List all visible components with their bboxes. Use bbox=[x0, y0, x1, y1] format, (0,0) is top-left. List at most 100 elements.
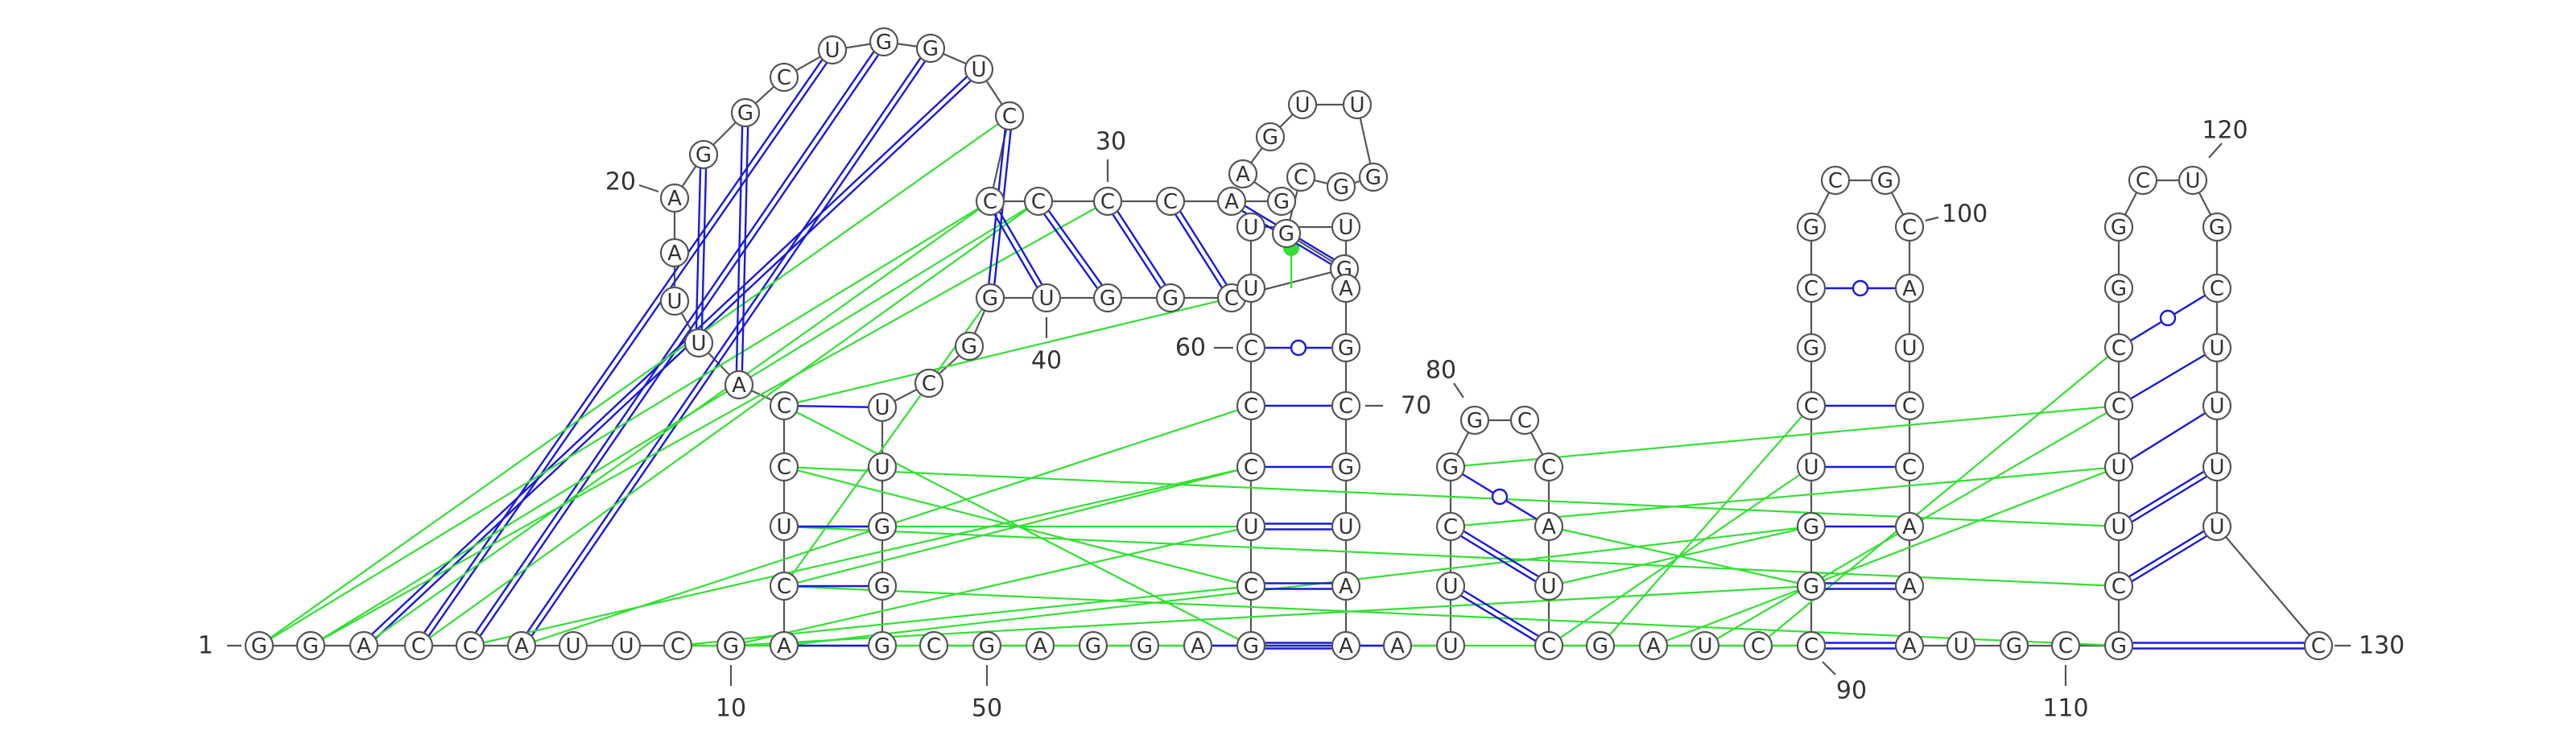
nucleotide-letter: C bbox=[1517, 409, 1532, 433]
base-pair-114-130 bbox=[2119, 642, 2318, 650]
nucleotide-21: G bbox=[688, 139, 719, 170]
nucleotide-circle bbox=[1999, 630, 2029, 661]
nucleotide-129: U bbox=[2202, 511, 2232, 542]
nucleotide-letter: G bbox=[1877, 169, 1893, 193]
nucleotide-circle bbox=[506, 630, 537, 661]
nucleotide-circle bbox=[1894, 212, 1925, 242]
nucleotide-40: G bbox=[1326, 171, 1356, 202]
nucleotide-67: C bbox=[1236, 332, 1266, 363]
nucleotide-circle bbox=[683, 328, 714, 358]
nucleotide-62: G bbox=[1236, 630, 1266, 661]
position-number: 80 bbox=[1426, 357, 1456, 385]
nucleotide-circle bbox=[1236, 511, 1266, 542]
pair-line bbox=[741, 113, 749, 386]
nucleotide-circle bbox=[1509, 405, 1540, 436]
nucleotide-90: A bbox=[1638, 630, 1669, 661]
pair-line bbox=[1039, 199, 1111, 297]
nucleotide-letter: C bbox=[777, 575, 791, 599]
nucleotide-letter: G bbox=[874, 634, 890, 659]
nucleotide-54: G bbox=[867, 571, 898, 601]
position-number: 30 bbox=[1096, 128, 1126, 156]
nucleotide-letter: U bbox=[824, 39, 840, 63]
nucleotide-circle bbox=[769, 511, 799, 542]
nucleotide-letter: U bbox=[618, 634, 634, 659]
nucleotide-1: G bbox=[244, 630, 275, 661]
nucleotide-53: G bbox=[867, 511, 898, 542]
nucleotide-circle bbox=[1155, 186, 1186, 217]
nucleotide-4: C bbox=[403, 630, 434, 661]
nucleotide-circle bbox=[1796, 390, 1827, 421]
nucleotide-letter: A bbox=[1646, 634, 1661, 659]
base-pair-117-127 bbox=[2118, 404, 2218, 469]
nucleotide-circle bbox=[1326, 171, 1356, 202]
tertiary-interaction-14-116 bbox=[783, 465, 2120, 528]
nucleotide-circle bbox=[867, 630, 898, 661]
pair-line bbox=[991, 199, 1051, 297]
nucleotide-letter: G bbox=[1243, 634, 1259, 659]
nucleotide-123: U bbox=[2178, 165, 2208, 196]
nucleotide-letter: G bbox=[1443, 456, 1459, 480]
nucleotide-letter: C bbox=[2210, 277, 2224, 301]
pair-line bbox=[700, 155, 708, 344]
pair-line bbox=[1448, 527, 1548, 590]
nucleotide-circle bbox=[1092, 283, 1123, 313]
base-pair-32-44 bbox=[1167, 199, 1235, 300]
nucleotide-17: U bbox=[683, 328, 714, 358]
nucleotide-circle bbox=[1236, 571, 1266, 601]
nucleotide-letter: G bbox=[2111, 634, 2127, 659]
nucleotide-2: G bbox=[295, 630, 326, 661]
nucleotide-letter: G bbox=[1262, 126, 1278, 150]
position-tick bbox=[638, 184, 659, 193]
pseudoknot-pair-6-26 bbox=[518, 46, 934, 648]
pair-line bbox=[1451, 522, 1551, 585]
nucleotide-circle bbox=[1796, 273, 1827, 304]
nucleotide-circle bbox=[972, 630, 1002, 661]
pair-line bbox=[2116, 522, 2216, 585]
nucleotide-circle bbox=[915, 33, 946, 64]
nucleotide-circle bbox=[2103, 571, 2134, 601]
nucleotide-70: U bbox=[1331, 212, 1361, 242]
nucleotide-circle bbox=[994, 101, 1025, 131]
nucleotide-letter: A bbox=[1339, 277, 1353, 301]
nucleotide-letter: G bbox=[1365, 166, 1381, 190]
nucleotide-letter: G bbox=[1803, 515, 1819, 539]
nucleotide-letter: G bbox=[874, 515, 890, 539]
nucleotide-circle bbox=[867, 511, 898, 542]
nucleotide-letter: A bbox=[667, 242, 682, 266]
nucleotide-letter: C bbox=[2136, 169, 2150, 193]
position-number: 40 bbox=[1031, 347, 1062, 375]
nucleotide-49: G bbox=[954, 331, 985, 361]
nucleotide-letter: G bbox=[723, 634, 739, 659]
nucleotide-105: U bbox=[1894, 332, 1925, 363]
nucleotide-letter: C bbox=[1244, 456, 1258, 480]
nucleotide-37: U bbox=[1287, 89, 1318, 120]
nucleotide-letter: G bbox=[876, 31, 892, 55]
base-pair-67-72 bbox=[1251, 339, 1346, 357]
tertiary-interaction-4-30 bbox=[418, 200, 1039, 646]
nucleotide-circle bbox=[1585, 630, 1616, 661]
tertiary-interaction-11-95 bbox=[783, 525, 1812, 647]
nucleotide-100: G bbox=[1796, 212, 1827, 242]
nucleotide-letter: C bbox=[1902, 216, 1917, 240]
nucleotide-letter: U bbox=[1443, 575, 1458, 599]
nucleotide-circle bbox=[1331, 630, 1361, 661]
nucleotide-circle bbox=[659, 286, 690, 316]
position-label-30: 30 bbox=[1096, 128, 1126, 182]
nucleotide-circle bbox=[1435, 511, 1466, 542]
nucleotide-circle bbox=[964, 54, 994, 85]
nucleotide-circle bbox=[769, 452, 799, 482]
nucleotide-23: C bbox=[769, 62, 799, 93]
pair-line bbox=[1448, 587, 1548, 650]
nucleotide-letter: C bbox=[671, 634, 685, 659]
nucleotide-circle bbox=[1271, 218, 1302, 249]
nucleotide-38: U bbox=[1342, 89, 1373, 120]
position-number: 50 bbox=[972, 695, 1002, 723]
nucleotide-72: G bbox=[1331, 332, 1361, 363]
nucleotide-circle bbox=[2103, 273, 2134, 304]
tertiary-interaction-89-97 bbox=[1600, 405, 1812, 646]
nucleotide-letter: U bbox=[1901, 337, 1917, 361]
base-pair-80-88 bbox=[1448, 582, 1551, 650]
tertiary-interaction-3-29 bbox=[363, 200, 991, 646]
tertiary-interaction-90-117 bbox=[1653, 465, 2120, 647]
